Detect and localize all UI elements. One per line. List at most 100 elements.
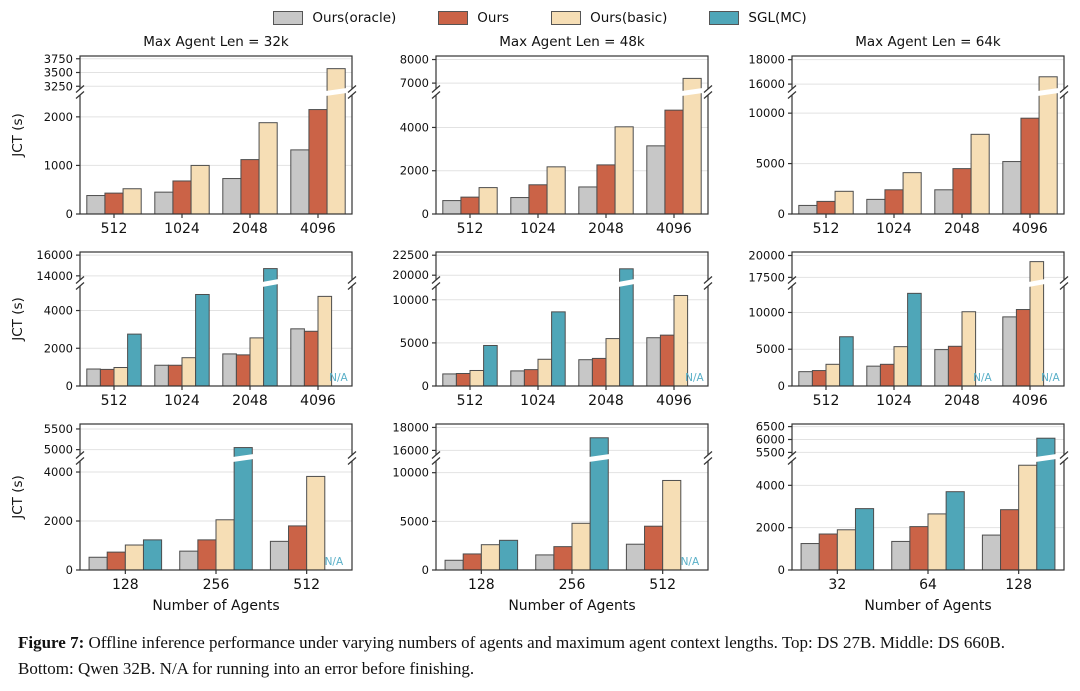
axis-break-mark: [75, 457, 85, 465]
bar: [625, 543, 646, 571]
bar: [578, 186, 598, 215]
bar: [891, 540, 911, 571]
bar: [646, 145, 666, 215]
chart-row-middle: N/A 0 2000 4000 14000 16000 512 1024 2048 4096 JCT…: [6, 244, 1080, 416]
axis-break-mark: [703, 276, 713, 284]
axis-break-mark: [1059, 276, 1069, 284]
legend-swatch: [709, 11, 740, 25]
bar: [884, 189, 904, 215]
axis-break-mark: [1059, 457, 1069, 465]
y-tick-label: 0: [778, 563, 785, 577]
x-tick-label: 4096: [1012, 393, 1048, 409]
axis-break-gap: [588, 454, 610, 462]
chart-svg: N/A N/A 0 5000 10000 17500 20000 512 1024 2048 409…: [748, 249, 1069, 409]
bar: [1038, 76, 1058, 215]
x-tick-label: 2048: [944, 221, 980, 237]
axis-break-gap: [618, 279, 635, 287]
y-tick-label: 2000: [44, 110, 73, 124]
chart-title: Max Agent Len = 32k: [143, 34, 289, 50]
y-tick-label: 0: [422, 379, 429, 393]
spine-break-gap: [1062, 280, 1066, 286]
y-tick-label: 2000: [756, 521, 785, 535]
y-tick-label: 18000: [392, 420, 429, 434]
y-tick-label: 3750: [44, 52, 73, 66]
bar: [605, 338, 621, 387]
bar: [215, 519, 235, 571]
bar: [154, 364, 169, 387]
x-tick-label: 4096: [300, 221, 336, 237]
axis-break-mark: [75, 451, 85, 459]
na-label: N/A: [681, 556, 700, 568]
axis-break-mark: [703, 451, 713, 459]
bar: [596, 164, 616, 215]
y-tick-label: 6000: [756, 433, 785, 447]
bar: [551, 311, 566, 387]
chart-top-48k: 0 2000 4000 7000 8000 512 1024 2048 4096 Max Agen…: [362, 30, 718, 244]
x-tick-label: 512: [813, 221, 840, 237]
axis-break-mark: [787, 91, 797, 99]
y-tick-label: 1000: [44, 158, 73, 172]
legend-swatch: [273, 11, 304, 25]
x-tick-label: 4096: [1012, 221, 1048, 237]
bar: [444, 559, 464, 571]
legend-swatch: [551, 11, 582, 25]
bar: [535, 554, 555, 571]
chart-svg: 0 5000 10000 16000 18000 512 1024 2048 4096 Max A…: [748, 34, 1069, 237]
x-tick-label: 512: [813, 393, 840, 409]
axis-break-mark: [347, 91, 357, 99]
bar: [1015, 309, 1031, 387]
bar: [537, 358, 553, 387]
y-axis-label: JCT (s): [10, 297, 26, 342]
bar: [682, 77, 702, 215]
axis-break-mark: [431, 276, 441, 284]
chart-bottom-32k: N/A 0 2000 4000 5000 5500 128 256 512 Number of A…: [6, 416, 362, 620]
axis-break-mark: [431, 85, 441, 93]
bar: [893, 346, 909, 387]
bar: [269, 540, 290, 571]
x-tick-label: 32: [828, 577, 846, 593]
bar: [290, 328, 305, 387]
legend-label: Ours(basic): [590, 10, 668, 26]
bar: [303, 330, 319, 387]
chart-middle-32k: N/A 0 2000 4000 14000 16000 512 1024 2048 4096 JCT…: [6, 244, 362, 416]
axis-break-mark: [347, 451, 357, 459]
spine-break-gap: [790, 280, 794, 286]
spine-break-gap: [706, 280, 710, 286]
x-tick-label: 128: [112, 577, 139, 593]
bar: [240, 159, 260, 215]
y-tick-label: 17500: [748, 270, 785, 284]
y-tick-label: 0: [66, 379, 73, 393]
legend-item: Ours: [438, 10, 509, 26]
bar: [934, 189, 954, 215]
y-tick-label: 2000: [44, 341, 73, 355]
x-tick-label: 512: [101, 393, 128, 409]
x-tick-label: 2048: [588, 393, 624, 409]
y-tick-label: 0: [422, 563, 429, 577]
y-axis-label: JCT (s): [10, 475, 26, 520]
bar: [288, 525, 308, 571]
bar: [181, 357, 197, 387]
y-tick-label: 6500: [756, 420, 785, 434]
axis-break-mark: [703, 282, 713, 290]
spine-break-gap: [78, 89, 82, 95]
y-tick-label: 10000: [392, 466, 429, 480]
y-tick-label: 5000: [756, 342, 785, 356]
bar: [578, 359, 593, 387]
axis-break-gap: [681, 88, 703, 96]
bar: [167, 364, 183, 387]
chart-bottom-48k: N/A 0 5000 10000 16000 18000 128 256 512 Number o…: [362, 416, 718, 620]
x-tick-label: 512: [457, 393, 484, 409]
axis-break-mark: [1059, 451, 1069, 459]
x-tick-label: 512: [101, 221, 128, 237]
bar: [1002, 316, 1017, 387]
x-tick-label: 2048: [944, 393, 980, 409]
bar: [619, 268, 634, 387]
x-tick-label: 1024: [520, 221, 556, 237]
bar: [510, 197, 530, 215]
y-tick-label: 10000: [392, 293, 429, 307]
bar: [523, 369, 539, 387]
axis-break-gap: [325, 88, 347, 96]
bar: [902, 172, 922, 215]
y-tick-label: 4000: [44, 465, 73, 479]
bar: [478, 187, 498, 215]
